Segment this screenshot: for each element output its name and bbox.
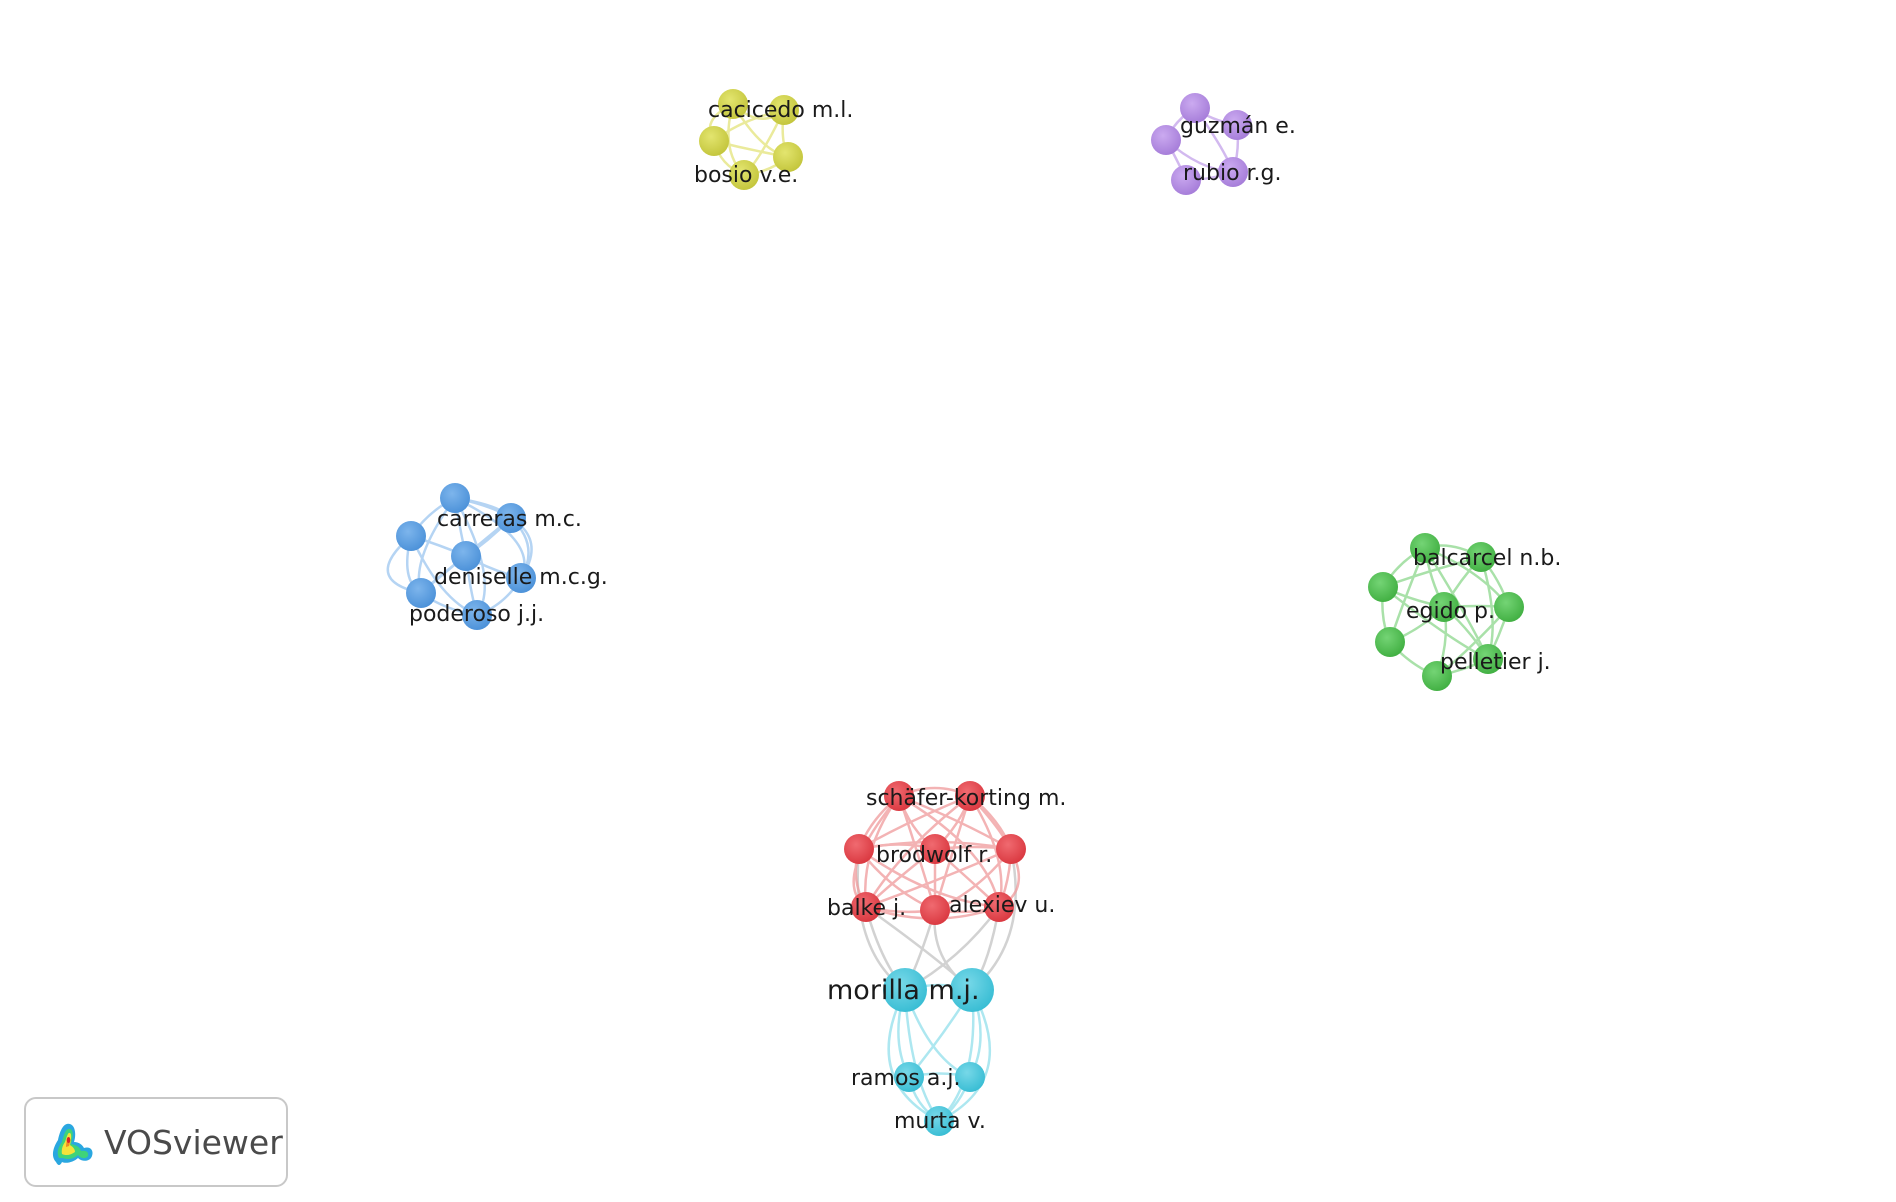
label-balcarcel[interactable]: balcarcel n.b.: [1413, 546, 1561, 571]
node[interactable]: [769, 95, 799, 125]
node[interactable]: [406, 578, 436, 608]
node[interactable]: [1218, 157, 1248, 187]
node[interactable]: [718, 89, 748, 119]
node[interactable]: [506, 563, 536, 593]
node[interactable]: [920, 895, 950, 925]
label-ramos[interactable]: ramos a.j.: [851, 1066, 960, 1091]
node[interactable]: [1180, 93, 1210, 123]
node[interactable]: [462, 600, 492, 630]
node[interactable]: [729, 160, 759, 190]
node[interactable]: [920, 834, 950, 864]
node[interactable]: [396, 521, 426, 551]
node[interactable]: [851, 892, 881, 922]
node[interactable]: [1473, 644, 1503, 674]
label-schafer[interactable]: schäfer-korting m.: [866, 786, 1066, 811]
node[interactable]: [884, 781, 914, 811]
node[interactable]: [894, 1062, 924, 1092]
cluster-red-nodes: [844, 781, 1026, 925]
cluster-yellow-nodes: [699, 89, 803, 190]
label-murta[interactable]: murta v.: [894, 1109, 986, 1134]
label-rubio[interactable]: rubio r.g.: [1183, 161, 1282, 186]
label-egido[interactable]: egido p.: [1406, 599, 1495, 624]
node[interactable]: [496, 503, 526, 533]
node[interactable]: [955, 781, 985, 811]
node[interactable]: [1466, 542, 1496, 572]
node[interactable]: [1494, 592, 1524, 622]
node[interactable]: [1368, 572, 1398, 602]
node[interactable]: [699, 126, 729, 156]
label-cacicedo[interactable]: cacicedo m.l.: [708, 98, 853, 123]
cluster-cyan-nodes: [883, 968, 994, 1136]
label-carreras[interactable]: carreras m.c.: [437, 507, 582, 532]
node[interactable]: [1375, 627, 1405, 657]
label-guzman[interactable]: guzmán e.: [1180, 114, 1296, 139]
label-alexiev[interactable]: alexiev u.: [949, 893, 1055, 918]
cluster-blue-nodes: [396, 483, 536, 630]
node[interactable]: [955, 1062, 985, 1092]
cluster-green-nodes: [1368, 533, 1524, 691]
logo-text: VOSviewer: [104, 1122, 283, 1162]
node[interactable]: [773, 142, 803, 172]
node[interactable]: [924, 1106, 954, 1136]
label-pelletier[interactable]: pelletier j.: [1440, 650, 1551, 675]
node[interactable]: [1151, 125, 1181, 155]
node[interactable]: [1422, 661, 1452, 691]
node[interactable]: [1171, 165, 1201, 195]
node[interactable]: [1429, 592, 1459, 622]
label-balke[interactable]: balke j.: [827, 896, 906, 921]
node[interactable]: [844, 834, 874, 864]
node[interactable]: [996, 834, 1026, 864]
node[interactable]: [984, 892, 1014, 922]
node[interactable]: [451, 541, 481, 571]
label-morilla[interactable]: morilla m.j.: [827, 975, 980, 1006]
node[interactable]: [950, 968, 994, 1012]
label-poderoso[interactable]: poderoso j.j.: [409, 602, 544, 627]
node[interactable]: [883, 968, 927, 1012]
label-bosio[interactable]: bosio v.e.: [694, 163, 798, 188]
vosviewer-heatmap-icon: [52, 1123, 93, 1165]
vosviewer-logo: VOSviewer: [24, 1097, 288, 1187]
cluster-purple-nodes: [1151, 93, 1252, 195]
label-brodwolf[interactable]: brodwolf r.: [876, 843, 992, 868]
node[interactable]: [1222, 110, 1252, 140]
node[interactable]: [1410, 533, 1440, 563]
node[interactable]: [440, 483, 470, 513]
label-deniselle[interactable]: deniselle m.c.g.: [434, 565, 608, 590]
